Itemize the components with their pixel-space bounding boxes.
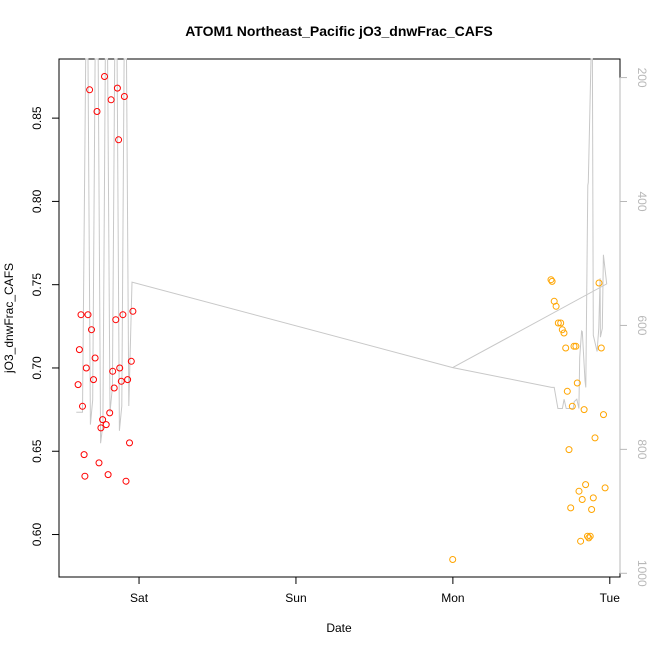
data-point-series-2 — [552, 302, 560, 310]
points-layer — [74, 73, 609, 563]
data-point-series-1 — [84, 311, 92, 319]
data-point-series-2 — [449, 556, 457, 563]
data-point-series-1 — [97, 424, 105, 432]
data-point-series-2 — [548, 277, 556, 285]
data-point-series-1 — [113, 84, 121, 92]
data-point-series-2 — [562, 344, 570, 352]
data-point-series-1 — [116, 364, 124, 372]
y-tick-label: 0.80 — [30, 189, 44, 213]
data-point-series-2 — [577, 537, 585, 545]
data-point-series-2 — [595, 279, 603, 287]
line-layer — [76, 58, 608, 444]
data-point-series-1 — [75, 346, 83, 354]
right-y-tick-label: 1000 — [635, 560, 649, 587]
x-tick-label: Tue — [600, 591, 621, 605]
data-point-series-1 — [126, 439, 133, 447]
data-point-series-1 — [120, 93, 128, 100]
data-point-series-2 — [558, 326, 566, 334]
x-axis-label: Date — [326, 621, 352, 635]
y-tick-label: 0.60 — [30, 523, 44, 547]
right-y-tick-label: 800 — [635, 439, 649, 459]
data-point-series-1 — [115, 136, 123, 144]
right-y-tick-label: 400 — [635, 191, 649, 211]
data-point-series-1 — [106, 409, 114, 417]
data-point-series-2 — [570, 342, 578, 350]
data-point-series-2 — [567, 504, 575, 512]
y-axis: 0.60 0.65 0.70 0.75 0.80 0.85 — [30, 106, 60, 547]
data-point-series-1 — [99, 416, 107, 424]
x-tick-label: Mon — [441, 591, 464, 605]
data-point-series-1 — [109, 367, 117, 375]
data-point-series-1 — [101, 73, 108, 80]
data-point-series-2 — [547, 276, 555, 284]
data-point-series-2 — [578, 496, 586, 503]
data-point-series-1 — [119, 311, 127, 319]
chart-title: ATOM1 Northeast_Pacific jO3_dnwFrac_CAFS — [185, 23, 493, 39]
data-point-series-1 — [107, 96, 115, 104]
data-point-series-2 — [600, 411, 607, 419]
y-tick-label: 0.65 — [30, 439, 44, 463]
data-point-series-1 — [110, 384, 118, 392]
x-tick-label: Sat — [130, 591, 149, 605]
data-point-series-2 — [597, 344, 605, 352]
data-point-series-1 — [80, 451, 88, 459]
y-tick-label: 0.70 — [30, 356, 44, 380]
data-point-series-2 — [560, 329, 568, 337]
data-point-series-2 — [573, 379, 581, 387]
data-point-series-2 — [557, 319, 565, 327]
data-point-series-1 — [112, 316, 120, 324]
data-point-series-2 — [585, 534, 593, 542]
x-tick-label: Sun — [285, 591, 306, 605]
data-point-series-1 — [81, 472, 89, 480]
data-point-series-1 — [79, 402, 86, 410]
y-tick-label: 0.85 — [30, 106, 44, 130]
data-point-series-2 — [601, 484, 609, 492]
data-point-series-1 — [129, 307, 137, 315]
data-point-series-2 — [575, 487, 583, 495]
data-point-series-2 — [563, 387, 571, 395]
data-point-series-2 — [586, 532, 594, 540]
data-point-series-1 — [124, 376, 132, 384]
y-axis-label: jO3_dnwFrac_CAFS — [2, 263, 16, 374]
data-point-series-1 — [95, 459, 103, 467]
data-point-series-2 — [589, 494, 597, 502]
plot-frame — [58, 58, 621, 578]
data-point-series-1 — [127, 357, 135, 365]
x-axis: Sat Sun Mon Tue — [130, 576, 621, 605]
data-point-series-2 — [580, 406, 588, 414]
data-point-series-1 — [82, 364, 90, 372]
data-point-series-1 — [93, 108, 101, 115]
data-point-series-1 — [122, 477, 130, 485]
right-y-axis: 200 400 600 800 1000 — [619, 68, 649, 587]
data-point-series-2 — [584, 532, 591, 540]
data-point-series-1 — [86, 86, 94, 94]
data-point-series-1 — [91, 354, 99, 362]
data-point-series-2 — [572, 342, 580, 350]
data-point-series-1 — [90, 376, 97, 384]
data-point-series-2 — [591, 434, 599, 442]
right-y-tick-label: 600 — [635, 315, 649, 335]
right-y-tick-label: 200 — [635, 68, 649, 88]
data-point-series-2 — [582, 481, 590, 489]
data-point-series-1 — [102, 421, 110, 429]
series-line — [76, 58, 608, 444]
data-point-series-1 — [74, 381, 82, 389]
data-point-series-2 — [554, 319, 562, 327]
data-point-series-2 — [588, 506, 596, 513]
data-point-series-1 — [104, 471, 112, 479]
data-point-series-1 — [77, 311, 85, 319]
y-tick-label: 0.75 — [30, 273, 44, 297]
data-point-series-1 — [88, 326, 95, 334]
data-point-series-1 — [117, 377, 125, 385]
data-point-series-2 — [568, 402, 576, 410]
data-point-series-2 — [565, 446, 573, 454]
